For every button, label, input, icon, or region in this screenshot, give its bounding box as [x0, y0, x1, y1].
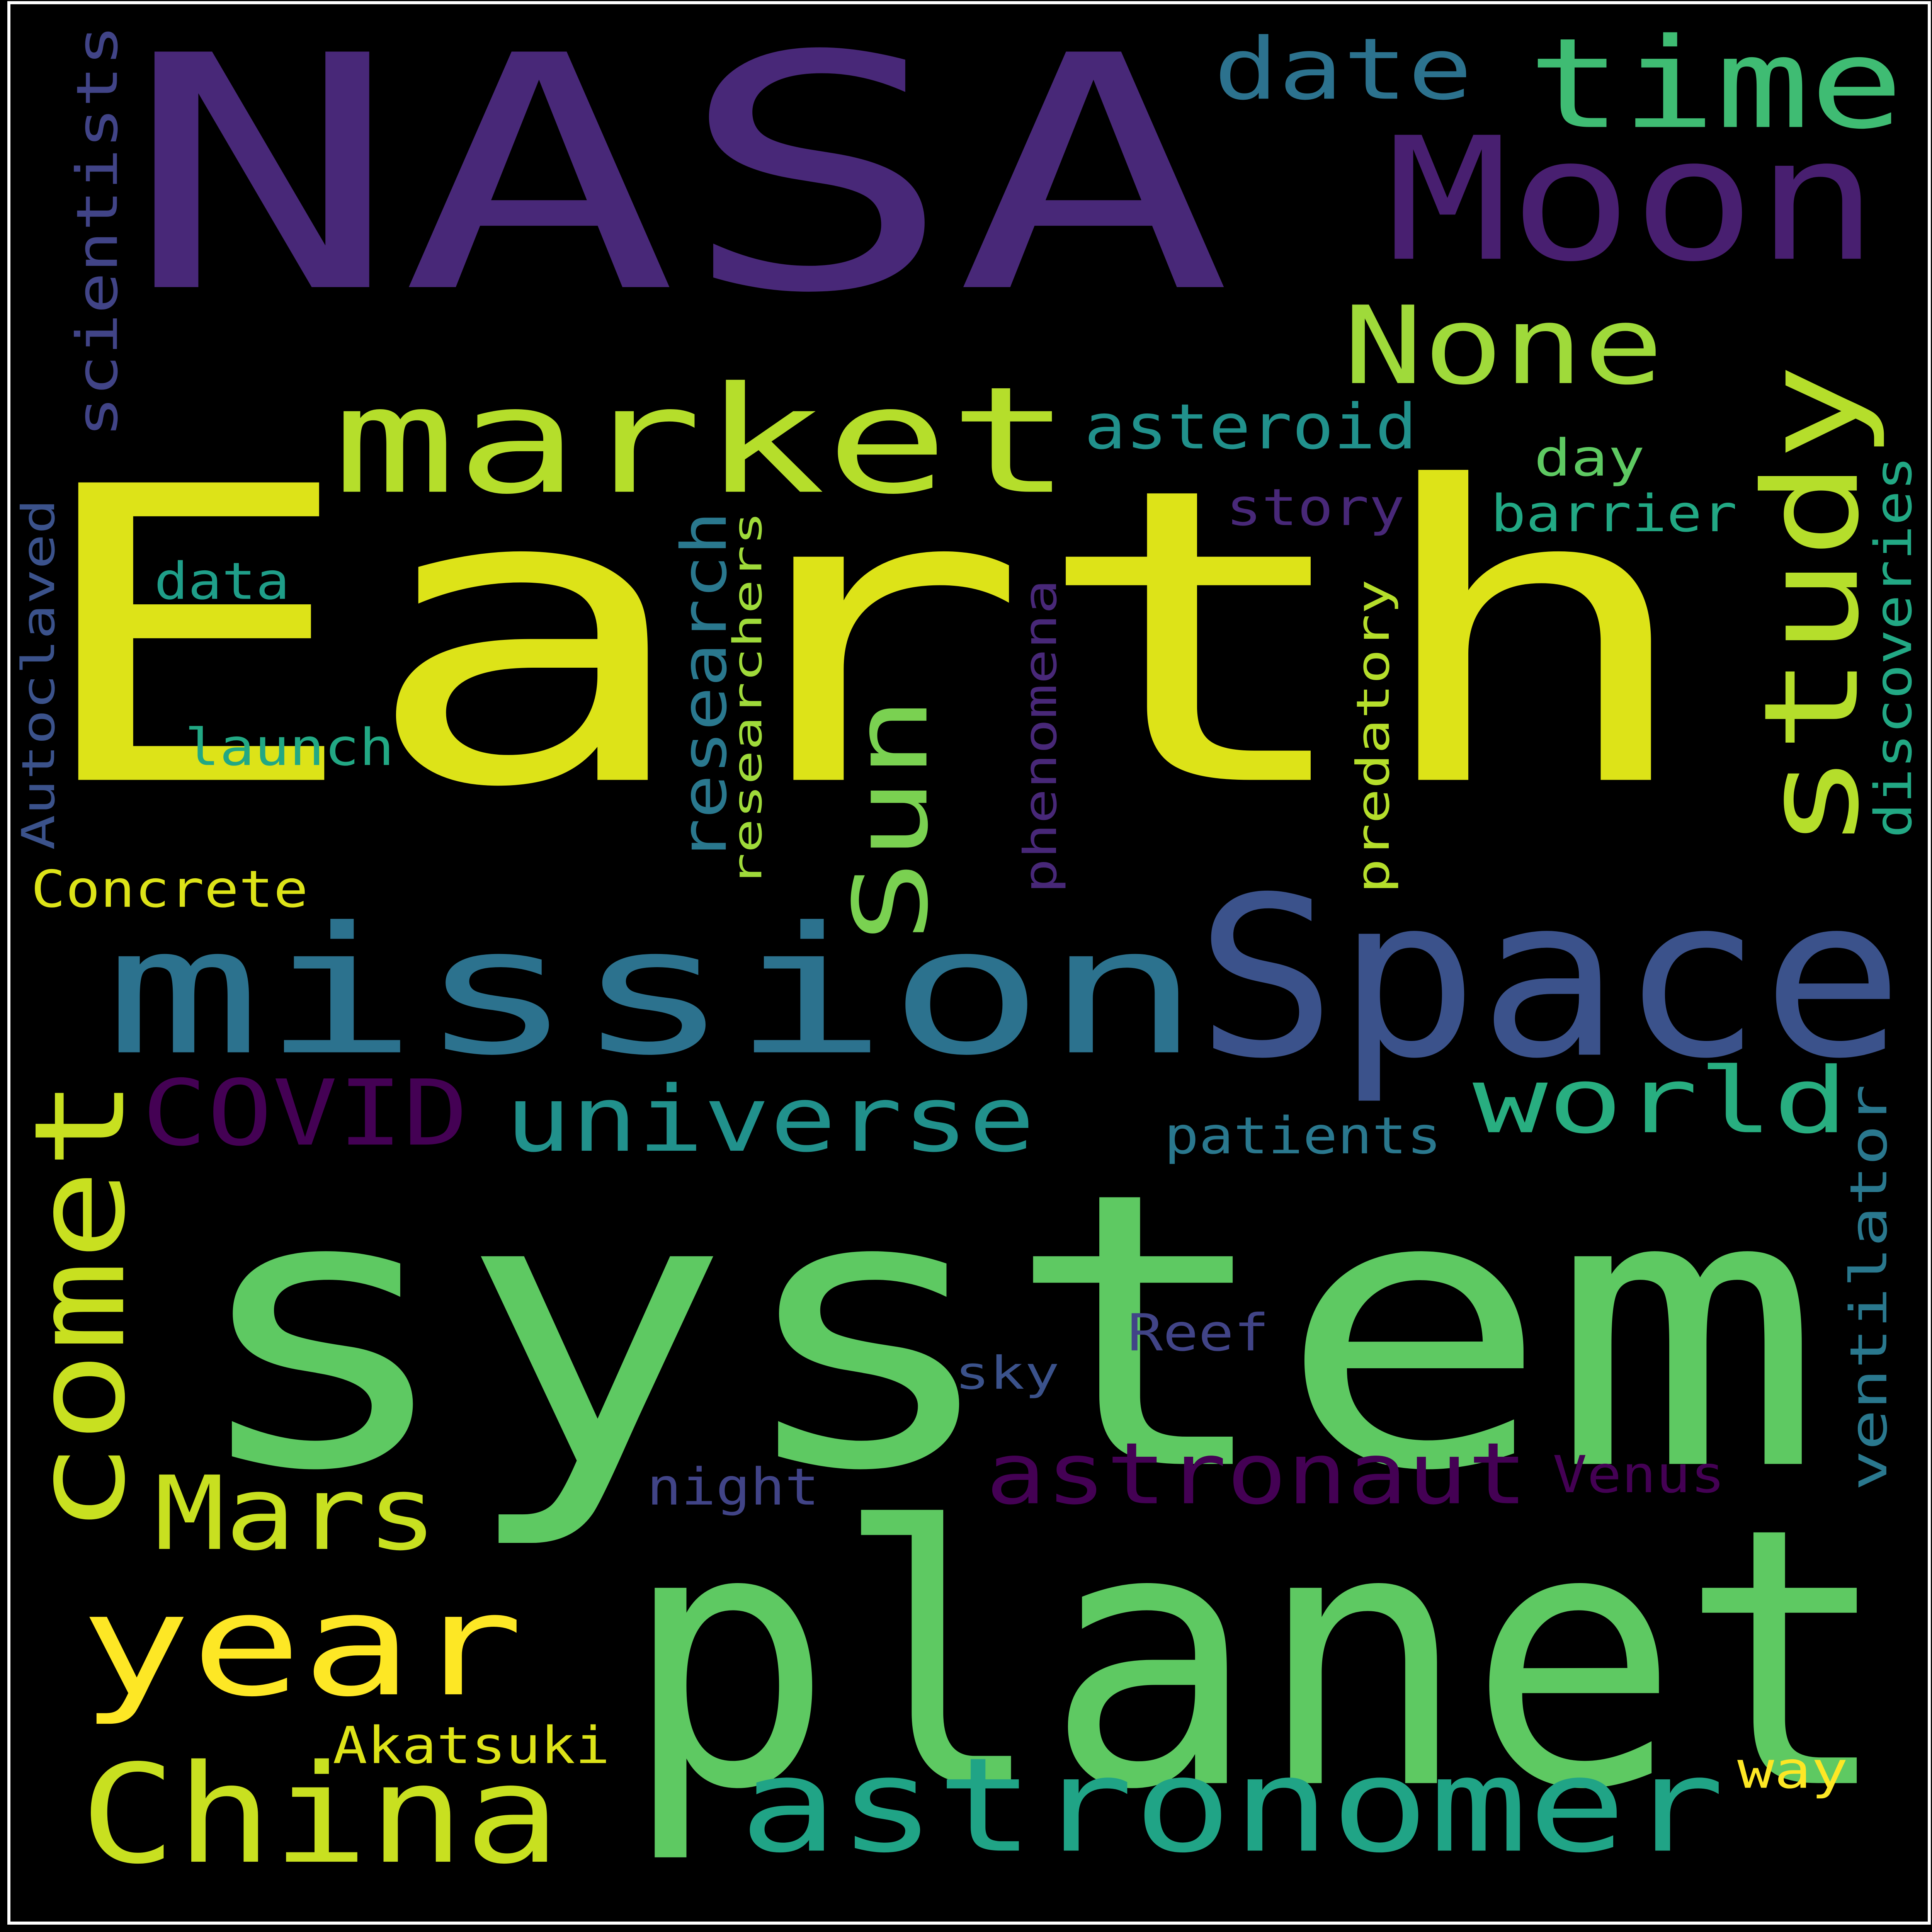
word-ventilator: ventilator — [1839, 1084, 1899, 1491]
word-research-text: research — [668, 511, 741, 862]
word-venus-text: Venus — [1553, 1445, 1725, 1505]
word-astronomer: astronomer — [739, 1730, 1725, 1882]
word-researchers: researchers — [725, 511, 771, 887]
word-time-text: time — [1528, 11, 1904, 156]
word-astronaut: astronaut — [986, 1424, 1528, 1523]
word-market-text: market — [333, 355, 1072, 526]
word-nasa-text: NASA — [123, 0, 1232, 364]
word-sky-text: sky — [955, 1347, 1060, 1400]
word-moon-text: Moon — [1386, 101, 1879, 299]
word-mars-text: Mars — [154, 1454, 437, 1573]
word-world: world — [1473, 1048, 1849, 1154]
word-predatory-text: predatory — [1347, 579, 1400, 893]
word-way-text: way — [1737, 1741, 1848, 1800]
word-year-text: year — [80, 1563, 524, 1728]
word-system: system — [185, 1111, 1823, 1553]
word-asteroid-text: asteroid — [1084, 391, 1417, 464]
word-asteroid: asteroid — [1084, 391, 1417, 464]
word-covid-text: COVID — [142, 1061, 468, 1166]
word-reef: Reef — [1128, 1303, 1269, 1363]
word-launch-text: launch — [185, 718, 394, 777]
word-none-text: None — [1343, 283, 1663, 409]
word-world-text: world — [1473, 1048, 1849, 1154]
word-mission: mission — [105, 889, 1201, 1094]
word-concrete-text: Concrete — [31, 860, 308, 919]
word-autoclaved-text: Autoclaved — [12, 499, 65, 850]
word-launch: launch — [185, 718, 394, 777]
word-story: story — [1226, 478, 1405, 537]
word-ventilator-text: ventilator — [1839, 1084, 1899, 1491]
word-planet: planet — [622, 1451, 1891, 1867]
word-china-text: China — [80, 1736, 561, 1894]
word-comet: comet — [8, 1078, 153, 1534]
word-comet-text: comet — [8, 1078, 153, 1534]
word-none: None — [1343, 283, 1663, 409]
word-scientists: scientists — [65, 25, 131, 437]
word-astronaut-text: astronaut — [986, 1424, 1528, 1523]
word-universe-text: universe — [505, 1067, 1035, 1172]
word-research: research — [668, 511, 741, 862]
word-scientists-text: scientists — [65, 25, 131, 437]
word-space-text: Space — [1195, 850, 1904, 1107]
word-day-text: day — [1534, 429, 1645, 488]
word-space: Space — [1195, 850, 1904, 1107]
word-data-text: data — [154, 552, 290, 611]
word-phenomena: phenomena — [1014, 579, 1067, 893]
word-covid: COVID — [142, 1061, 468, 1166]
word-concrete: Concrete — [31, 860, 308, 919]
word-researchers-text: researchers — [725, 511, 771, 887]
word-autoclaved: Autoclaved — [12, 499, 65, 850]
word-way: way — [1737, 1741, 1848, 1800]
word-night: night — [647, 1457, 819, 1517]
word-story-text: story — [1226, 478, 1405, 537]
word-mission-text: mission — [105, 889, 1201, 1094]
word-nasa: NASA — [123, 0, 1232, 364]
word-patients-text: patients — [1164, 1106, 1441, 1166]
word-reef-text: Reef — [1128, 1303, 1269, 1363]
word-time: time — [1528, 11, 1904, 156]
word-china: China — [80, 1736, 561, 1894]
word-phenomena-text: phenomena — [1014, 579, 1067, 893]
word-akatsuki-text: Akatsuki — [333, 1716, 610, 1776]
word-study-text: study — [1736, 364, 1888, 850]
word-earth-text: Earth — [25, 401, 1701, 876]
word-sun: Sun — [832, 696, 951, 943]
word-mars: Mars — [154, 1454, 437, 1573]
word-sun-text: Sun — [832, 696, 951, 943]
word-akatsuki: Akatsuki — [333, 1716, 610, 1776]
word-sky: sky — [955, 1347, 1060, 1400]
word-patients: patients — [1164, 1106, 1441, 1166]
word-system-text: system — [185, 1111, 1823, 1553]
word-market: market — [333, 355, 1072, 526]
word-year: year — [80, 1563, 524, 1728]
word-astronomer-text: astronomer — [739, 1730, 1725, 1882]
word-universe: universe — [505, 1067, 1035, 1172]
word-venus: Venus — [1553, 1445, 1725, 1505]
word-night-text: night — [647, 1457, 819, 1517]
word-planet-text: planet — [622, 1451, 1891, 1867]
word-earth: Earth — [25, 401, 1701, 876]
word-barrier-text: barrier — [1491, 484, 1737, 543]
word-moon: Moon — [1386, 101, 1879, 299]
word-barrier: barrier — [1491, 484, 1737, 543]
word-date: date — [1214, 20, 1473, 119]
word-data: data — [154, 552, 290, 611]
word-date-text: date — [1214, 20, 1473, 119]
word-predatory: predatory — [1347, 579, 1400, 893]
word-discoveries: discoveries — [1864, 456, 1923, 838]
word-study: study — [1736, 364, 1888, 850]
word-discoveries-text: discoveries — [1864, 456, 1923, 838]
word-day: day — [1534, 429, 1645, 488]
